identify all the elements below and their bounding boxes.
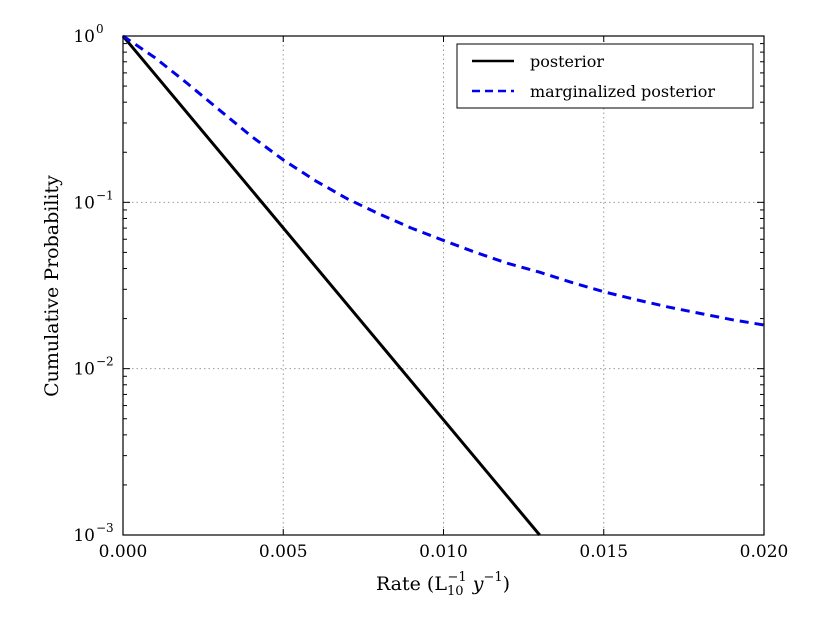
- y-axis-title: Cumulative Probability: [41, 175, 63, 397]
- y-tick-label-exponent: −3: [96, 521, 114, 535]
- x-axis-title-var: y: [467, 573, 484, 595]
- x-tick-label: 0.010: [419, 542, 468, 562]
- y-tick-label: 10: [73, 27, 95, 47]
- x-tick-label: 0.020: [740, 542, 789, 562]
- y-tick-label-exponent: −2: [96, 355, 114, 369]
- series-line-marginalized-posterior: [122, 34, 765, 327]
- x-axis-title-close: ): [503, 573, 510, 595]
- y-tick-label-exponent: 0: [96, 22, 104, 36]
- x-axis-title-sup: −1: [448, 570, 467, 585]
- series-line-posterior: [121, 35, 541, 536]
- y-tick-label: 10: [73, 193, 95, 213]
- x-tick-label: 0.005: [259, 542, 308, 562]
- x-axis-title: Rate (L10−1 y−1): [376, 570, 510, 599]
- legend: posterior marginalized posterior: [456, 43, 754, 109]
- y-tick-label: 10: [73, 360, 95, 380]
- x-tick-label: 0.000: [99, 542, 148, 562]
- series-layer: [121, 34, 765, 536]
- legend-label-posterior: posterior: [530, 52, 604, 71]
- x-tick-label: 0.015: [579, 542, 628, 562]
- x-axis-title-sub: 10: [447, 584, 464, 599]
- y-tick-label-exponent: −1: [96, 188, 114, 202]
- y-tick-label: 10: [73, 526, 95, 546]
- legend-label-marginalized-posterior: marginalized posterior: [530, 82, 715, 101]
- legend-box: [456, 43, 754, 109]
- x-axis-title-text: Rate (L: [376, 573, 447, 595]
- x-axis-title-var-sup: −1: [483, 570, 502, 585]
- grid-lines: [123, 36, 764, 535]
